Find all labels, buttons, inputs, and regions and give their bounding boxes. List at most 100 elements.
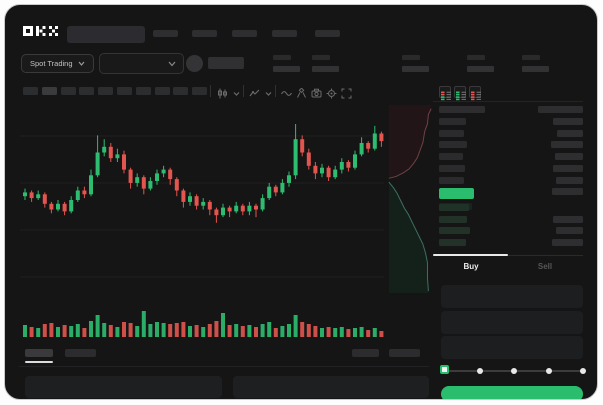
chevron-down-icon: [78, 61, 84, 66]
stat-value: [522, 66, 549, 72]
nav-item-2[interactable]: [192, 30, 217, 37]
bottom-tab-2[interactable]: [65, 349, 96, 357]
ask-row-price[interactable]: [439, 118, 466, 125]
ask-row-price[interactable]: [439, 153, 463, 161]
bid-row-amount[interactable]: [552, 238, 583, 246]
trade-input-3[interactable]: [441, 336, 583, 359]
stat-label: [402, 55, 420, 60]
interval-button-1[interactable]: [23, 87, 38, 95]
ticker-stat: [312, 55, 339, 72]
stat-label: [312, 55, 330, 60]
bottom-right-item-1[interactable]: [352, 349, 379, 357]
last-price-badge[interactable]: [439, 188, 474, 199]
ask-row-price[interactable]: [439, 176, 464, 184]
last-price-glow: [439, 203, 472, 210]
stat-label: [273, 55, 291, 60]
nav-item-5[interactable]: [315, 30, 340, 37]
interval-button-6[interactable]: [117, 87, 132, 95]
buy-submit-button[interactable]: [441, 386, 583, 399]
toolbar-draw-icon[interactable]: [296, 86, 307, 98]
stat-value: [467, 66, 494, 72]
ask-row-amount[interactable]: [555, 153, 583, 161]
toolbar-chevron-down-icon[interactable]: [263, 86, 274, 97]
stat-value: [402, 66, 429, 72]
interval-button-9[interactable]: [173, 87, 189, 95]
volume-chart[interactable]: [20, 303, 384, 339]
toolbar-line-tool-icon[interactable]: [281, 86, 292, 97]
book-asks-icon[interactable]: [469, 86, 481, 100]
market-type-dropdown[interactable]: Spot Trading: [21, 54, 94, 73]
ask-row-amount[interactable]: [553, 164, 583, 172]
ask-row-price[interactable]: [439, 164, 465, 172]
orderbook-col-header-amount: [538, 106, 583, 113]
slider-stop-50[interactable]: [511, 367, 517, 374]
ticker-stat: [402, 55, 429, 72]
toolbar-settings-icon[interactable]: [326, 86, 337, 99]
tab-buy[interactable]: Buy: [463, 262, 479, 271]
bid-row-amount[interactable]: [553, 215, 583, 223]
interval-button-10[interactable]: [192, 87, 208, 95]
toolbar-fullscreen-icon[interactable]: [341, 86, 352, 99]
interval-button-3[interactable]: [60, 87, 76, 95]
trade-input-2[interactable]: [441, 311, 583, 334]
bottom-panel-2[interactable]: [233, 376, 429, 398]
ask-row-amount[interactable]: [557, 129, 583, 137]
active-tab-indicator: [433, 254, 508, 256]
ticker-stat: [467, 55, 494, 72]
okx-logo[interactable]: [23, 26, 59, 37]
market-type-label: Spot Trading: [30, 59, 73, 68]
slider-stop-100[interactable]: [580, 367, 586, 374]
bid-row-amount[interactable]: [556, 227, 583, 234]
nav-item-3[interactable]: [232, 30, 257, 37]
bottom-right-item-2[interactable]: [389, 349, 420, 357]
slider-stop-75[interactable]: [545, 367, 552, 374]
interval-button-2[interactable]: [41, 87, 57, 95]
candlestick-chart[interactable]: [20, 103, 384, 295]
toolbar-candle-style-icon[interactable]: [217, 86, 228, 99]
bid-row-price[interactable]: [439, 238, 466, 246]
bottom-panel-1[interactable]: [25, 376, 222, 398]
pair-selector[interactable]: [99, 53, 184, 74]
ask-row-amount[interactable]: [552, 188, 583, 196]
trade-input-1[interactable]: [441, 285, 583, 308]
nav-item-4[interactable]: [272, 30, 297, 37]
amount-slider[interactable]: [440, 365, 586, 376]
bottom-active-tab-underline: [25, 361, 53, 363]
coin-avatar: [186, 55, 203, 72]
interval-button-4[interactable]: [79, 87, 95, 95]
ask-row-price[interactable]: [439, 141, 467, 149]
ask-row-price[interactable]: [439, 129, 464, 137]
orderbook-divider: [433, 101, 583, 102]
slider-stop-25[interactable]: [476, 367, 483, 374]
bid-row-price[interactable]: [439, 227, 470, 234]
stat-value: [312, 66, 339, 72]
book-bids-icon[interactable]: [454, 86, 466, 100]
tab-sell[interactable]: Sell: [537, 262, 553, 271]
nav-item-1[interactable]: [153, 30, 178, 37]
toolbar-chevron-down-icon[interactable]: [231, 86, 242, 97]
bid-row-price[interactable]: [439, 215, 467, 223]
interval-button-7[interactable]: [135, 87, 151, 95]
app-window: Spot Trading Buy Sell: [4, 4, 598, 400]
ask-row-amount[interactable]: [556, 176, 583, 184]
toolbar-camera-icon[interactable]: [311, 86, 322, 98]
search-input[interactable]: [67, 26, 145, 43]
pair-name-placeholder: [208, 57, 244, 69]
bottom-tab-1[interactable]: [25, 349, 53, 357]
stat-value: [273, 66, 300, 72]
toolbar-indicators-icon[interactable]: [249, 86, 260, 97]
interval-button-8[interactable]: [154, 87, 170, 95]
ask-row-amount[interactable]: [553, 118, 583, 125]
chevron-down-icon: [168, 61, 176, 67]
ticker-stat: [522, 55, 549, 72]
stat-label: [467, 55, 485, 60]
slider-handle[interactable]: [440, 365, 449, 374]
book-combined-icon[interactable]: [439, 86, 451, 100]
toolbar-divider: [243, 85, 244, 97]
interval-button-5[interactable]: [98, 87, 114, 95]
depth-chart[interactable]: [387, 105, 433, 293]
bottom-divider: [19, 366, 429, 367]
ask-row-amount[interactable]: [551, 141, 583, 149]
toolbar-divider: [275, 85, 276, 97]
ticker-stat: [273, 55, 300, 72]
